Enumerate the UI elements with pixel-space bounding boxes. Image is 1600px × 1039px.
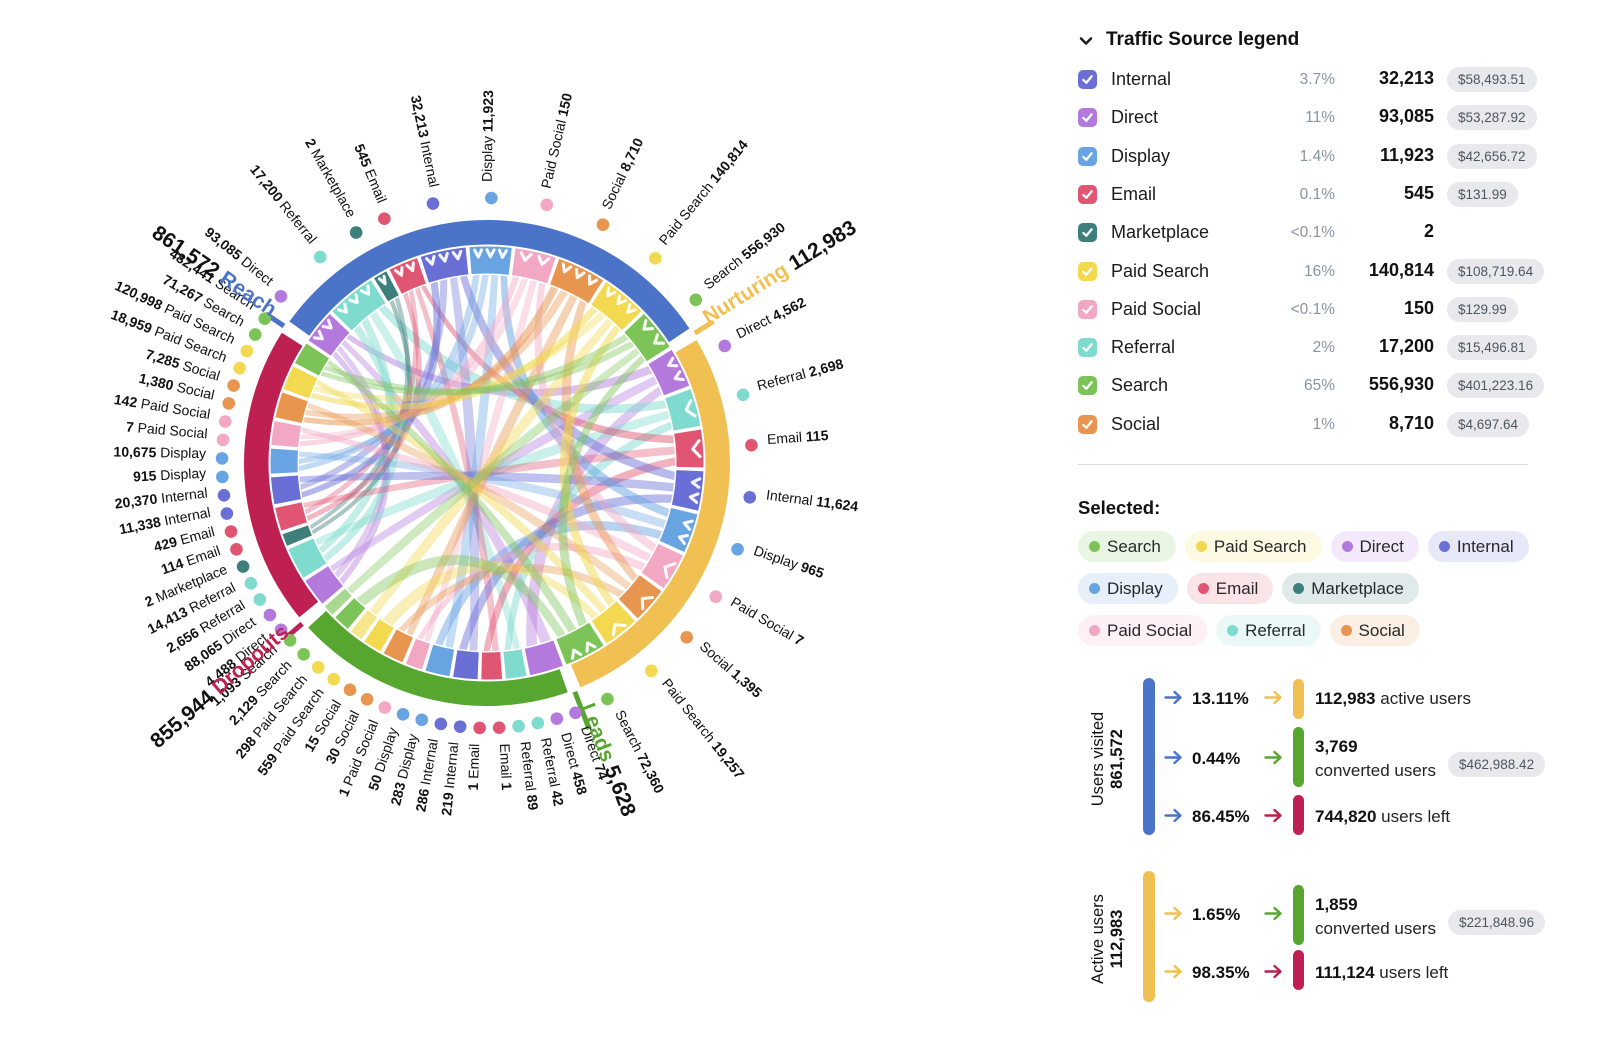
svg-text:Display 965: Display 965	[752, 542, 827, 581]
svg-text:32,213 Internal: 32,213 Internal	[408, 94, 443, 189]
svg-text:2 Marketplace: 2 Marketplace	[302, 136, 359, 221]
svg-text:Referral 2,698: Referral 2,698	[755, 355, 845, 393]
svg-text:Email 115: Email 115	[766, 427, 829, 447]
svg-text:Paid Search 140,814: Paid Search 140,814	[655, 137, 751, 248]
svg-text:Paid Social 7: Paid Social 7	[728, 594, 807, 649]
svg-text:219 Internal: 219 Internal	[438, 741, 461, 816]
svg-text:915 Display: 915 Display	[133, 465, 207, 485]
svg-text:10,675 Display: 10,675 Display	[113, 443, 206, 461]
svg-text:Internal 11,624: Internal 11,624	[765, 487, 859, 515]
svg-text:Referral 89: Referral 89	[518, 740, 542, 811]
svg-text:Paid Social 150: Paid Social 150	[538, 91, 576, 190]
svg-text:Paid Search 19,257: Paid Search 19,257	[659, 675, 748, 782]
svg-text:Display 11,923: Display 11,923	[479, 90, 497, 182]
svg-text:1 Email: 1 Email	[465, 744, 482, 791]
svg-text:Email 1: Email 1	[497, 743, 515, 791]
svg-text:Social 8,710: Social 8,710	[598, 135, 646, 211]
svg-text:Social 1,395: Social 1,395	[697, 638, 766, 701]
svg-text:17,200 Referral: 17,200 Referral	[247, 161, 320, 246]
svg-text:545 Email: 545 Email	[351, 141, 390, 205]
svg-text:7 Paid Social: 7 Paid Social	[125, 418, 208, 441]
